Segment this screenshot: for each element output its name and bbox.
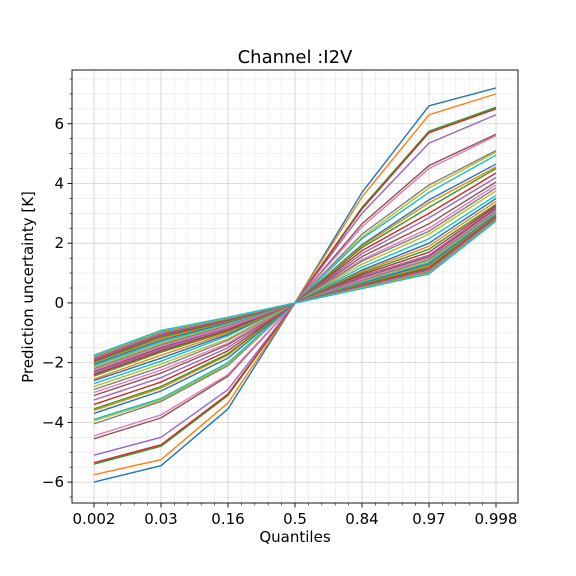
y-tick-label: −6	[42, 473, 64, 491]
y-axis-label: Prediction uncertainty [K]	[19, 191, 37, 383]
x-tick-labels: 0.002 0.03 0.16 0.5 0.84 0.97 0.998	[73, 510, 518, 528]
y-tick-labels: −6 −4 −2 0 2 4 6	[42, 115, 64, 491]
y-tick-label: 4	[54, 174, 64, 192]
series-line-39	[93, 220, 497, 356]
x-tick-label: 0.998	[475, 510, 518, 528]
x-tick-label: 0.97	[412, 510, 445, 528]
x-tick-label: 0.03	[144, 510, 177, 528]
series-group	[93, 87, 497, 483]
y-tick-label: 0	[54, 294, 64, 312]
y-tick-label: −4	[42, 413, 64, 431]
x-tick-label: 0.5	[283, 510, 307, 528]
y-tick-label: 6	[54, 115, 64, 133]
x-axis-label: Quantiles	[259, 528, 330, 546]
x-tick-label: 0.002	[73, 510, 116, 528]
y-tick-label: −2	[42, 354, 64, 372]
ticks	[67, 78, 497, 508]
chart-title: Channel :I2V	[238, 47, 353, 68]
x-tick-label: 0.84	[345, 510, 378, 528]
y-tick-label: 2	[54, 234, 64, 252]
x-tick-label: 0.16	[211, 510, 244, 528]
